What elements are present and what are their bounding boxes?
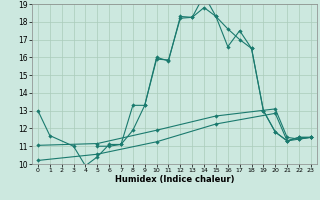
X-axis label: Humidex (Indice chaleur): Humidex (Indice chaleur) [115,175,234,184]
